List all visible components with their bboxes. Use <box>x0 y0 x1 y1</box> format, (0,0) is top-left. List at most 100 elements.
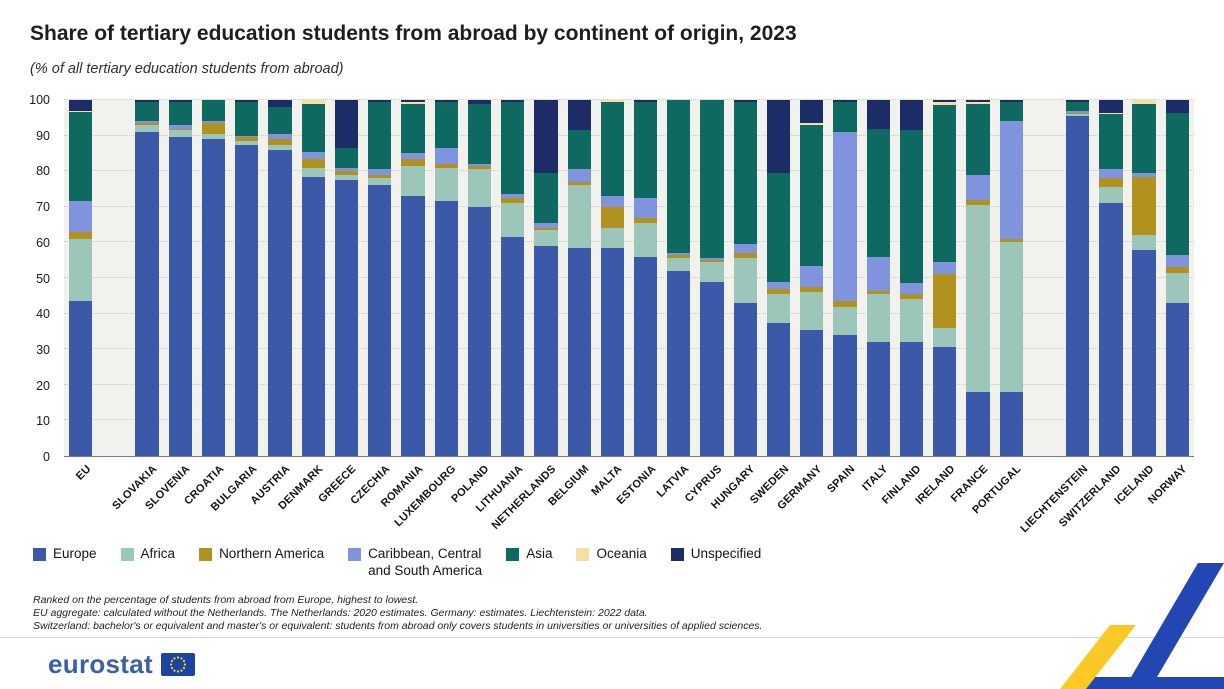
stacked-bar-netherlands <box>534 100 558 456</box>
bar-segment-asia <box>201 100 226 122</box>
bar-slot-sweden <box>762 100 795 456</box>
bar-series-container <box>64 100 1194 456</box>
bar-segment-africa <box>135 124 159 133</box>
bar-segment-oceania <box>1132 100 1156 104</box>
bar-segment-asia <box>866 128 890 257</box>
bar-segment-europe <box>1066 116 1090 456</box>
bar-segment-caribbean-central-and-south-america <box>334 167 359 172</box>
bar-segment-northern-america <box>700 260 724 262</box>
bar-segment-africa <box>1165 272 1189 303</box>
legend-swatch <box>506 548 520 561</box>
bar-slot-poland <box>463 100 496 456</box>
bar-segment-africa <box>766 294 791 323</box>
bar-segment-africa <box>301 167 325 177</box>
bar-segment-africa <box>168 130 192 138</box>
footnotes: Ranked on the percentage of students fro… <box>33 594 762 633</box>
bar-segment-caribbean-central-and-south-america <box>467 164 492 166</box>
bar-segment-caribbean-central-and-south-america <box>1132 173 1156 177</box>
footnote-line: EU aggregate: calculated without the Net… <box>33 607 648 620</box>
bar-segment-caribbean-central-and-south-america <box>633 197 658 218</box>
bar-segment-northern-america <box>1165 267 1189 273</box>
bar-segment-africa <box>733 258 757 303</box>
y-tick-label: 20 <box>36 378 50 393</box>
bar-slot-finland <box>895 100 928 456</box>
bar-slot-greece <box>330 100 363 456</box>
bar-segment-asia <box>334 148 359 168</box>
stacked-bar-france <box>966 100 990 456</box>
legend-swatch <box>670 548 684 561</box>
bar-segment-europe <box>667 270 691 456</box>
bar-segment-northern-america <box>833 301 857 307</box>
bar-segment-asia <box>467 103 492 165</box>
bar-segment-africa <box>866 294 890 343</box>
bar-segment-caribbean-central-and-south-america <box>68 201 93 232</box>
stacked-bar-denmark <box>301 100 325 456</box>
bar-slot-belgium <box>563 100 596 456</box>
bar-slot-croatia <box>197 100 230 456</box>
bar-segment-europe <box>1165 302 1189 456</box>
bar-slot-liechtenstein <box>1061 100 1094 456</box>
bar-segment-caribbean-central-and-south-america <box>368 169 392 175</box>
bar-segment-asia <box>434 101 458 149</box>
x-axis-label-spain: SPAIN <box>825 463 858 496</box>
bar-segment-northern-america <box>201 123 226 134</box>
bar-segment-asia <box>1132 103 1156 174</box>
bar-slot-italy <box>862 100 895 456</box>
bar-segment-europe <box>733 302 757 456</box>
bar-segment-northern-america <box>567 181 591 186</box>
bar-segment-caribbean-central-and-south-america <box>700 258 724 261</box>
bar-segment-northern-america <box>933 274 957 328</box>
bar-segment-asia <box>534 173 558 223</box>
bar-segment-oceania <box>800 123 824 125</box>
bar-segment-unspecified <box>501 100 525 102</box>
bar-segment-caribbean-central-and-south-america <box>600 196 624 207</box>
legend-swatch <box>576 548 590 561</box>
eu-flag-icon <box>160 653 195 676</box>
bar-slot-slovakia <box>130 100 163 456</box>
bar-segment-northern-america <box>1066 112 1090 115</box>
bar-segment-europe <box>800 329 824 456</box>
bar-segment-northern-america <box>534 228 558 230</box>
bar-segment-caribbean-central-and-south-america <box>733 244 757 254</box>
bar-segment-northern-america <box>467 165 492 170</box>
bar-slot-norway <box>1161 100 1194 456</box>
stacked-bar-poland <box>467 100 492 456</box>
gridline <box>64 348 1194 350</box>
y-tick-label: 80 <box>36 164 50 179</box>
bar-segment-africa <box>534 229 558 246</box>
bar-segment-caribbean-central-and-south-america <box>866 256 890 291</box>
bar-segment-africa <box>501 203 525 238</box>
bar-segment-northern-america <box>434 164 458 168</box>
bar-segment-caribbean-central-and-south-america <box>135 121 159 124</box>
bar-segment-africa <box>334 174 359 181</box>
stacked-bar-norway <box>1165 100 1189 456</box>
legend-label: Unspecified <box>690 546 762 561</box>
bar-segment-africa <box>833 306 857 335</box>
stacked-bar-lithuania <box>501 100 525 456</box>
bar-segment-oceania <box>933 101 957 106</box>
eurostat-logo: eurostat <box>48 649 195 680</box>
bar-slot-eu <box>64 100 97 456</box>
bar-segment-asia <box>168 101 192 125</box>
bar-segment-europe <box>966 391 990 456</box>
stacked-bar-luxembourg <box>434 100 458 456</box>
gridline <box>64 241 1194 243</box>
bar-segment-asia <box>766 173 791 282</box>
bar-segment-caribbean-central-and-south-america <box>766 281 791 289</box>
bar-segment-asia <box>1066 101 1090 111</box>
bar-segment-europe <box>235 144 259 456</box>
x-axis-label-eu: EU <box>73 463 94 483</box>
bar-segment-caribbean-central-and-south-america <box>899 283 924 295</box>
stacked-bar-cyprus <box>700 100 724 456</box>
stacked-bar-switzerland <box>1099 100 1123 456</box>
bar-segment-europe <box>567 247 591 456</box>
bar-slot-bulgaria <box>230 100 263 456</box>
bar-segment-northern-america <box>966 199 990 206</box>
stacked-bar-estonia <box>633 100 658 456</box>
bar-slot-cyprus <box>695 100 728 456</box>
bar-segment-europe <box>1099 203 1123 456</box>
bar-segment-caribbean-central-and-south-america <box>933 262 957 275</box>
stacked-bar-bulgaria <box>235 100 259 456</box>
bar-segment-asia <box>368 101 392 170</box>
bar-segment-oceania <box>68 110 93 113</box>
